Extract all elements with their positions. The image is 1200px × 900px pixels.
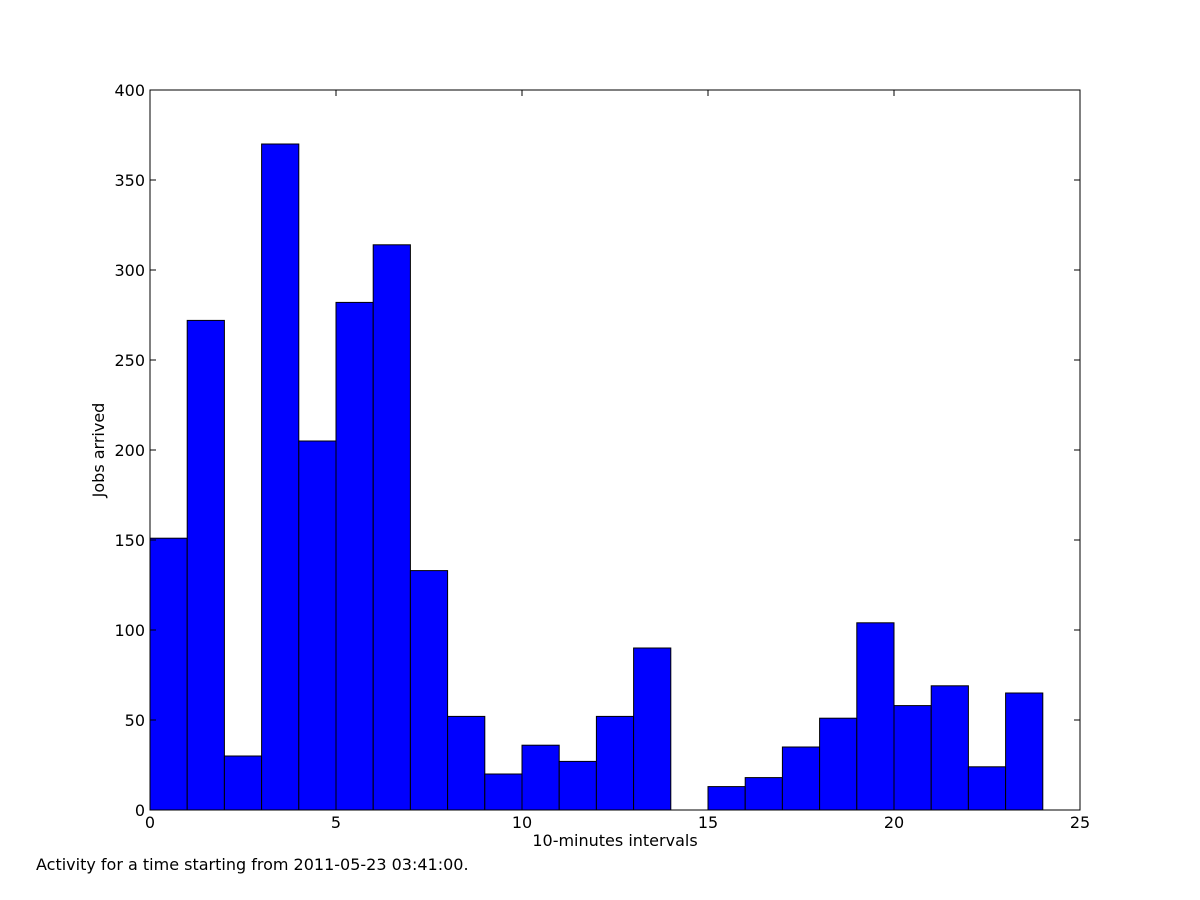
x-tick-label-15: 15 xyxy=(698,813,718,832)
y-tick-label-0: 0 xyxy=(135,801,145,820)
bar-1 xyxy=(186,319,225,811)
bar-0 xyxy=(149,537,188,811)
chart-caption: Activity for a time starting from 2011-0… xyxy=(36,855,469,874)
y-tick-label-50: 50 xyxy=(125,711,145,730)
bar-21 xyxy=(930,685,969,811)
bar-20 xyxy=(893,705,932,811)
bar-5 xyxy=(335,301,374,811)
y-tick-label-300: 300 xyxy=(114,261,145,280)
bar-11 xyxy=(558,760,597,811)
bar-6 xyxy=(372,244,411,811)
x-tick-label-5: 5 xyxy=(331,813,341,832)
bar-23 xyxy=(1005,692,1044,811)
y-tick-label-350: 350 xyxy=(114,171,145,190)
x-tick-label-10: 10 xyxy=(512,813,532,832)
bars-group xyxy=(149,143,1044,811)
bar-2 xyxy=(223,755,263,811)
bar-16 xyxy=(744,777,783,811)
bar-13 xyxy=(633,647,672,811)
bar-19 xyxy=(856,622,895,811)
x-tick-label-0: 0 xyxy=(145,813,155,832)
y-axis-label: Jobs arrived xyxy=(89,403,108,499)
y-tick-label-400: 400 xyxy=(114,81,145,100)
y-tick-label-100: 100 xyxy=(114,621,145,640)
x-tick-label-25: 25 xyxy=(1070,813,1090,832)
bar-22 xyxy=(967,766,1007,811)
plot-frame xyxy=(149,89,1081,811)
y-tick-label-250: 250 xyxy=(114,351,145,370)
bar-15 xyxy=(707,786,746,811)
bar-17 xyxy=(781,746,821,811)
bar-9 xyxy=(484,773,523,811)
y-tick-label-200: 200 xyxy=(114,441,145,460)
x-axis-label: 10-minutes intervals xyxy=(532,831,697,850)
bar-7 xyxy=(409,570,449,811)
bar-4 xyxy=(298,440,337,811)
bar-8 xyxy=(447,715,486,811)
bar-12 xyxy=(595,715,635,811)
bar-3 xyxy=(261,143,300,811)
x-tick-label-20: 20 xyxy=(884,813,904,832)
bar-18 xyxy=(819,717,858,811)
y-tick-label-150: 150 xyxy=(114,531,145,550)
bar-10 xyxy=(521,744,560,811)
